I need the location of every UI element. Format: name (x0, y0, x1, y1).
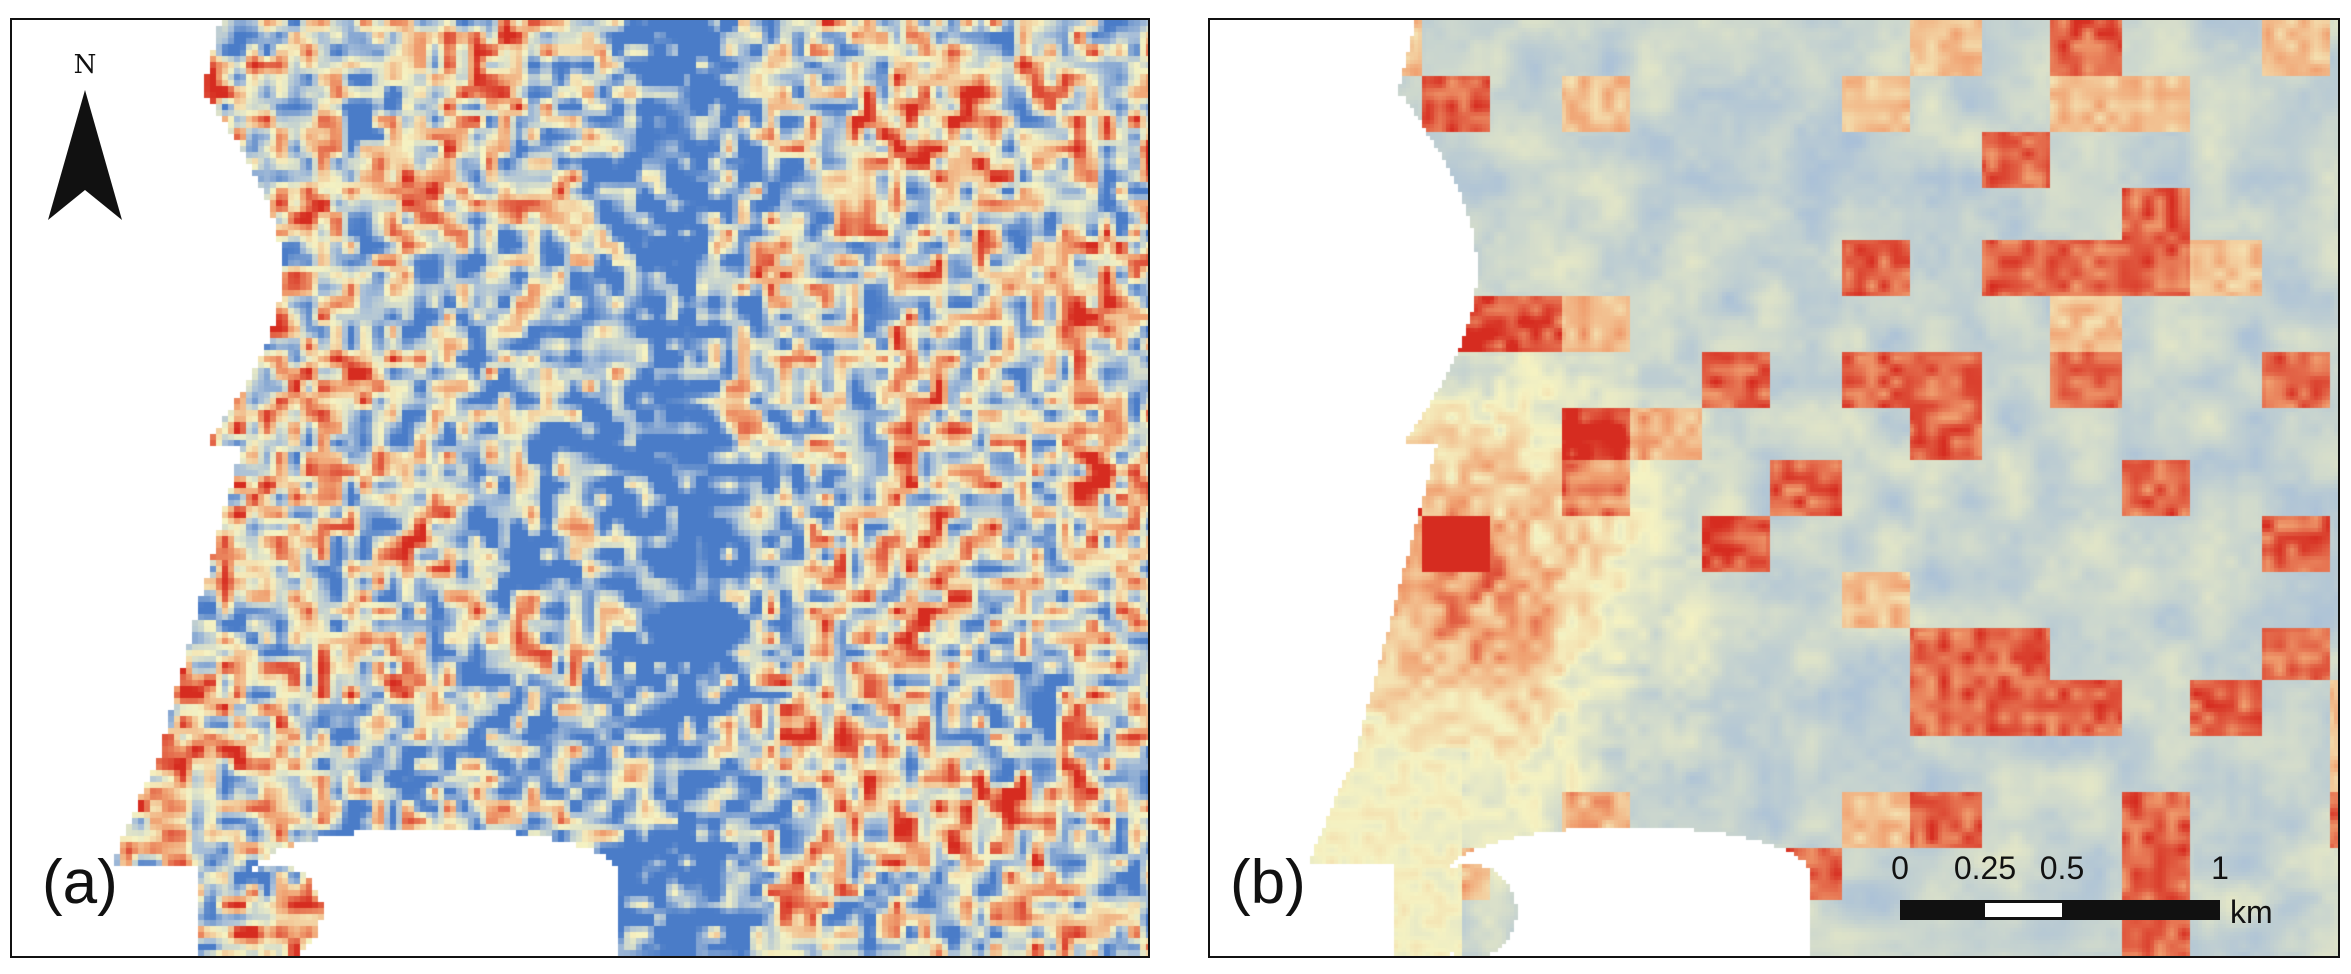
scale-tick-1: 1 (2211, 850, 2229, 886)
scale-tick-0.5: 0.5 (2039, 850, 2085, 886)
north-arrow-icon (48, 90, 122, 220)
scale-tick-0: 0 (1891, 850, 1909, 886)
scale-segment-3 (2062, 900, 2220, 920)
scale-segment-1 (1900, 900, 1985, 920)
panel-label-b: (b) (1230, 848, 1306, 917)
scale-segment-2 (1982, 900, 2065, 920)
north-arrow: N (40, 50, 130, 230)
raster-map-a (12, 20, 1148, 956)
scale-unit: km (2230, 894, 2273, 930)
raster-map-b (1210, 20, 2338, 956)
map-panel-b: (b) 0 0.25 0.5 1 km (1208, 18, 2340, 958)
scale-tick-0.25: 0.25 (1953, 850, 2017, 886)
north-label: N (73, 50, 97, 80)
map-panel-a: N (a) (10, 18, 1150, 958)
scale-bar: 0 0.25 0.5 1 km (1870, 830, 2310, 940)
panel-label-a: (a) (42, 848, 118, 917)
